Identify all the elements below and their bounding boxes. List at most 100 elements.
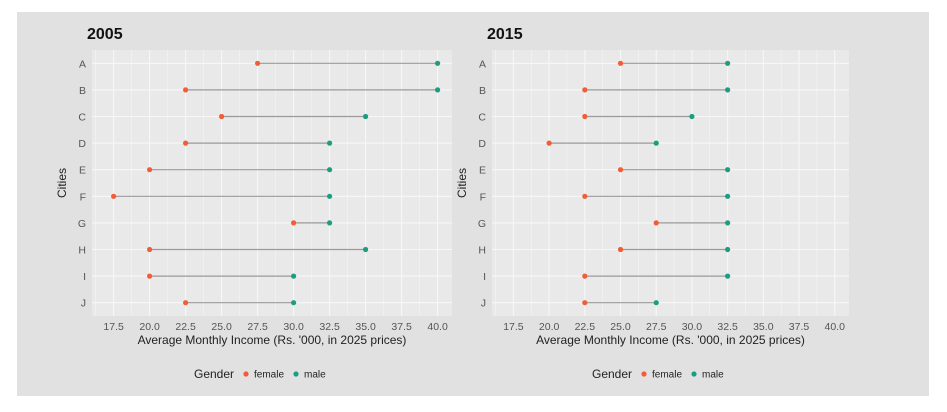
legend-label-male: male <box>702 370 724 381</box>
panel-title-2005: 2005 <box>87 26 123 43</box>
point-male-E <box>327 167 333 173</box>
point-male-D <box>653 140 659 146</box>
x-tick-label: 30.0 <box>682 321 703 333</box>
x-tick-label: 35.0 <box>355 321 376 333</box>
y-tick-label-D: D <box>78 138 86 150</box>
point-male-E <box>725 167 731 173</box>
point-male-J <box>291 300 297 306</box>
point-female-E <box>617 167 624 173</box>
point-female-I <box>582 273 588 279</box>
y-tick-label-B: B <box>79 85 86 97</box>
legend-key-female <box>243 371 249 377</box>
x-axis-label: Average Monthly Income (Rs. '000, in 202… <box>138 333 407 347</box>
y-tick-label-B: B <box>479 85 486 97</box>
point-male-A <box>725 60 731 66</box>
x-tick-label: 20.0 <box>539 321 560 333</box>
legend-key-male <box>293 371 299 377</box>
point-female-C <box>219 113 225 120</box>
point-female-E <box>147 167 153 173</box>
point-female-G <box>653 220 659 226</box>
x-tick-label: 17.5 <box>103 321 124 333</box>
y-tick-label-F: F <box>480 191 486 203</box>
y-tick-label-D: D <box>478 138 486 150</box>
x-tick-label: 22.5 <box>575 321 596 333</box>
point-female-H <box>617 246 624 253</box>
x-tick-label: 20.0 <box>139 321 160 333</box>
point-male-A <box>435 60 441 66</box>
y-tick-label-C: C <box>78 112 86 124</box>
x-tick-label: 27.5 <box>247 321 268 333</box>
y-tick-label-J: J <box>481 298 486 310</box>
y-tick-label-H: H <box>78 245 86 257</box>
x-tick-label: 17.5 <box>503 321 524 333</box>
point-male-I <box>291 273 297 279</box>
point-female-I <box>147 273 153 279</box>
x-tick-label: 25.0 <box>211 321 232 333</box>
y-tick-label-E: E <box>479 165 486 177</box>
y-tick-label-G: G <box>478 218 486 230</box>
panel-2015: 17.5 20.0 22.5 25.0 27.5 30.0 32.5 35.0 37.5 40.0… <box>455 50 849 347</box>
point-male-C <box>689 113 695 120</box>
y-tick-label-A: A <box>479 58 486 70</box>
point-female-F <box>111 193 117 199</box>
y-tick-label-E: E <box>79 165 86 177</box>
legend-key-male <box>691 371 697 377</box>
x-tick-label: 32.5 <box>319 321 340 333</box>
legend-label-female: female <box>254 370 284 381</box>
point-male-F <box>327 193 333 199</box>
point-male-I <box>725 273 731 279</box>
legend-label-male: male <box>304 370 326 381</box>
plot-area <box>492 50 849 316</box>
figure-frame: 2005 2015 17.5 20.0 22.5 25.0 27.5 30.0 32.5 35… <box>17 12 929 396</box>
x-tick-label: 40.0 <box>825 321 846 333</box>
x-axis-label: Average Monthly Income (Rs. '000, in 202… <box>536 333 805 347</box>
legend-title: Gender <box>194 367 234 381</box>
chart-canvas: 17.5 20.0 22.5 25.0 27.5 30.0 32.5 35.0 37.5 40.0… <box>55 50 849 381</box>
point-female-G <box>291 220 297 226</box>
y-tick-label-F: F <box>80 191 86 203</box>
panel-title-2015: 2015 <box>487 26 523 43</box>
x-tick-label: 40.0 <box>427 321 448 333</box>
x-tick-label: 30.0 <box>283 321 304 333</box>
point-male-C <box>363 113 369 120</box>
point-male-H <box>363 246 369 253</box>
point-female-D <box>546 140 552 146</box>
point-female-A <box>255 60 261 66</box>
point-male-G <box>725 220 731 226</box>
y-axis-label: Cities <box>55 168 69 198</box>
y-tick-label-A: A <box>79 58 86 70</box>
point-male-F <box>725 193 731 199</box>
point-female-A <box>617 60 624 66</box>
point-male-G <box>327 220 333 226</box>
y-tick-label-J: J <box>81 298 86 310</box>
legend-1: Gender female male <box>592 367 724 381</box>
point-male-J <box>653 300 659 306</box>
point-male-B <box>435 87 441 93</box>
panel-2005: 17.5 20.0 22.5 25.0 27.5 30.0 32.5 35.0 37.5 40.0… <box>55 50 452 347</box>
y-tick-label-C: C <box>478 112 486 124</box>
point-female-C <box>582 113 588 120</box>
legend-label-female: female <box>652 370 682 381</box>
point-male-H <box>725 246 731 253</box>
point-female-J <box>582 300 588 306</box>
y-tick-label-I: I <box>483 271 486 283</box>
x-tick-label: 27.5 <box>646 321 667 333</box>
y-tick-label-I: I <box>83 271 86 283</box>
x-tick-label: 37.5 <box>789 321 810 333</box>
legend-title: Gender <box>592 367 632 381</box>
plot-area <box>92 50 452 316</box>
legend-0: Gender female male <box>194 367 326 381</box>
x-tick-label: 25.0 <box>610 321 631 333</box>
x-tick-label: 37.5 <box>391 321 412 333</box>
x-tick-label: 32.5 <box>717 321 738 333</box>
point-female-B <box>183 87 189 93</box>
point-female-B <box>582 87 588 93</box>
point-male-B <box>725 87 731 93</box>
x-tick-label: 22.5 <box>175 321 196 333</box>
legend-key-female <box>641 371 647 377</box>
y-tick-label-H: H <box>478 245 486 257</box>
point-female-D <box>183 140 189 146</box>
point-female-J <box>183 300 189 306</box>
point-male-D <box>327 140 333 146</box>
point-female-F <box>582 193 588 199</box>
